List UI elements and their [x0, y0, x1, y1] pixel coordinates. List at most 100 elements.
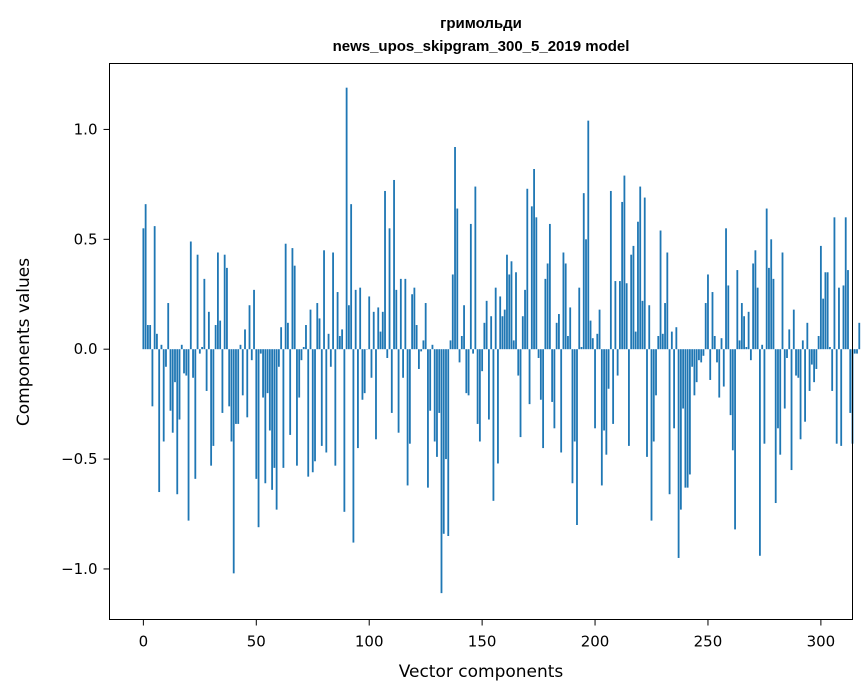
bar: [506, 254, 508, 350]
bar: [298, 349, 301, 398]
bar: [494, 287, 497, 350]
x-axis-label: Vector components: [399, 662, 564, 682]
bar: [555, 322, 558, 350]
bar: [510, 261, 513, 350]
x-tick-label: 250: [694, 633, 723, 651]
bar: [679, 349, 682, 510]
bar: [357, 349, 359, 449]
bar: [460, 336, 463, 350]
bar: [350, 204, 353, 350]
bar: [239, 344, 242, 350]
bar: [465, 349, 468, 394]
bar: [822, 298, 825, 350]
bar: [508, 274, 511, 350]
bar: [287, 322, 289, 350]
bar: [463, 305, 465, 350]
bar: [781, 252, 784, 350]
bar: [528, 349, 531, 405]
bar: [259, 349, 262, 354]
x-tick-label: 50: [247, 633, 266, 651]
bar: [244, 329, 246, 350]
bar: [189, 241, 192, 350]
bar: [539, 349, 542, 400]
bar: [451, 274, 454, 350]
bar: [720, 338, 723, 350]
bar: [442, 349, 445, 534]
bar: [205, 349, 208, 391]
bar: [217, 252, 219, 350]
bar: [842, 285, 845, 350]
bar: [571, 349, 574, 484]
bar: [738, 340, 741, 350]
y-axis-ticks: −1.0 −0.5 0.0 0.5 1.0: [61, 120, 110, 578]
bar: [628, 349, 630, 446]
bar: [427, 349, 429, 488]
bar: [503, 309, 506, 350]
bar: [174, 349, 176, 383]
bar: [537, 349, 540, 358]
bar: [363, 349, 366, 394]
bar: [280, 327, 283, 350]
bar: [632, 245, 635, 350]
bar: [634, 331, 637, 350]
bar: [397, 349, 400, 433]
bar: [688, 349, 691, 475]
bar: [799, 349, 802, 440]
bar: [361, 349, 364, 400]
bar: [343, 349, 346, 512]
bar: [246, 349, 249, 418]
bar: [844, 217, 847, 350]
bar: [558, 314, 560, 350]
bar: [598, 309, 601, 350]
bar: [630, 254, 633, 350]
bar: [488, 349, 490, 420]
bar: [266, 349, 269, 394]
bar: [731, 349, 734, 451]
bar: [614, 281, 617, 350]
bar: [727, 285, 730, 350]
bar: [327, 333, 330, 350]
bar: [311, 349, 314, 473]
bar: [524, 289, 526, 350]
bar: [165, 349, 167, 367]
bar: [673, 349, 675, 429]
bar: [223, 254, 226, 350]
y-tick-label: 1.0: [74, 120, 98, 138]
bar: [691, 349, 694, 367]
bar: [323, 250, 325, 350]
bar: [399, 278, 402, 350]
bar: [153, 226, 156, 350]
bar: [336, 292, 339, 350]
bar: [296, 349, 298, 466]
bar: [167, 303, 170, 350]
bar: [192, 349, 194, 378]
bar: [573, 349, 576, 442]
bar: [384, 190, 386, 350]
bar: [763, 349, 766, 444]
bar: [817, 336, 820, 350]
bar: [553, 349, 556, 429]
bar: [415, 325, 418, 350]
bar: [458, 349, 461, 363]
bar: [345, 87, 348, 350]
bar: [320, 349, 323, 446]
bar: [826, 272, 829, 350]
bar: [332, 252, 334, 350]
bar: [424, 303, 427, 350]
bar: [370, 349, 373, 378]
bar: [774, 349, 777, 504]
bar: [293, 265, 296, 350]
bar: [395, 289, 398, 350]
bar: [271, 349, 274, 490]
bar: [438, 349, 441, 413]
bar: [535, 217, 538, 350]
bar: [194, 349, 197, 479]
bar: [564, 263, 567, 350]
bar: [262, 349, 264, 398]
bar: [512, 340, 515, 350]
bar: [551, 349, 554, 402]
bar: [309, 309, 312, 350]
bar: [810, 349, 813, 365]
